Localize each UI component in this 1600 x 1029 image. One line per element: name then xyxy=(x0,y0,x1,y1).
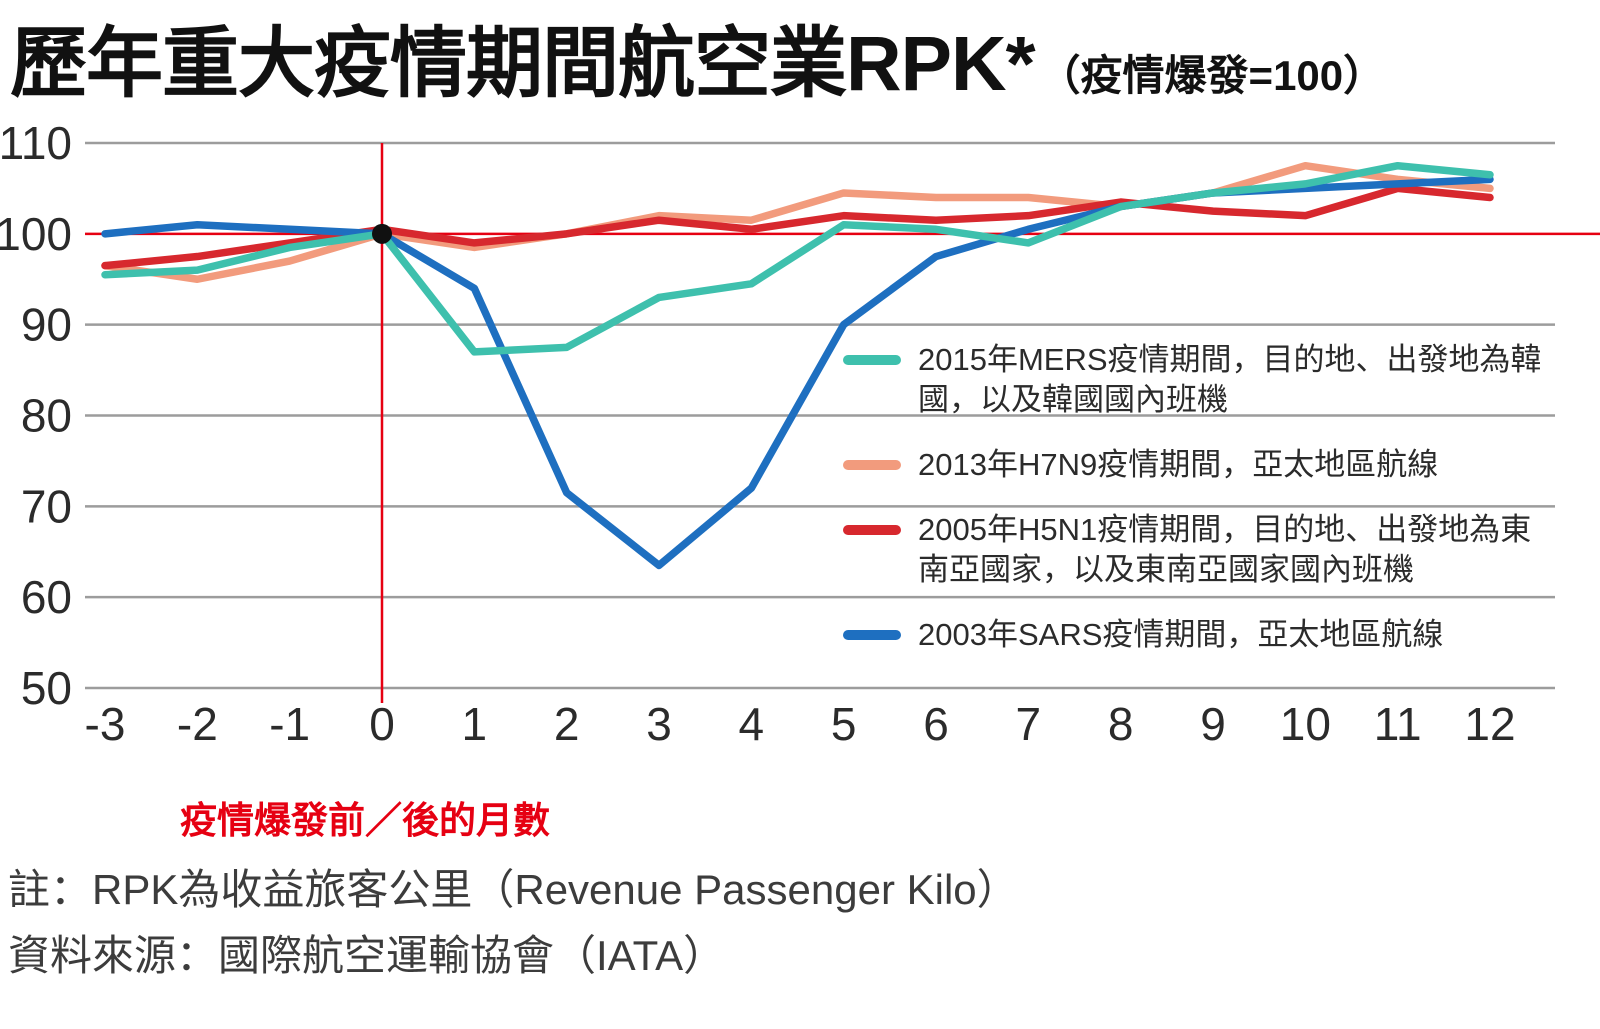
y-tick-label: 80 xyxy=(21,390,72,442)
x-tick-label: 4 xyxy=(739,698,765,750)
source-note: 資料來源：國際航空運輸協會（IATA） xyxy=(8,932,726,979)
y-tick-label: 70 xyxy=(21,480,72,532)
chart-legend: 2015年MERS疫情期間，目的地、出發地為韓國，以及韓國國內班機 2013年H… xyxy=(843,340,1558,655)
legend-label-h7n9: 2013年H7N9疫情期間，亞太地區航線 xyxy=(918,447,1439,482)
outbreak-point-marker xyxy=(372,223,392,244)
x-tick-label: 6 xyxy=(923,698,949,750)
x-tick-label: 7 xyxy=(1016,698,1042,750)
x-tick-label: 9 xyxy=(1200,698,1226,750)
x-tick-label: -1 xyxy=(269,698,310,750)
legend-swatch-h7n9-icon xyxy=(843,460,901,470)
series-line-2015-mers xyxy=(101,161,1494,356)
x-tick-label: 1 xyxy=(462,698,488,750)
y-tick-label: 100 xyxy=(0,208,72,260)
x-tick-label: -2 xyxy=(177,698,218,750)
chart-title: 歷年重大疫情期間航空業RPK* xyxy=(10,21,1036,107)
x-tick-label: 2 xyxy=(554,698,580,750)
legend-item-h7n9-2013: 2013年H7N9疫情期間，亞太地區航線 xyxy=(843,445,1558,485)
x-tick-label: 3 xyxy=(646,698,672,750)
y-tick-label: 50 xyxy=(21,662,72,714)
series-line-2005-h5n1 xyxy=(101,184,1494,270)
x-tick-label: 11 xyxy=(1374,698,1422,750)
x-axis-label: 疫情爆發前／後的月數 xyxy=(180,800,550,841)
y-tick-label: 110 xyxy=(0,118,72,169)
chart-title-suffix: （疫情爆發=100） xyxy=(1038,52,1386,99)
legend-swatch-mers-icon xyxy=(843,355,901,365)
legend-label-h5n1: 2005年H5N1疫情期間，目的地、出發地為東南亞國家，以及東南亞國家國內班機 xyxy=(918,512,1532,587)
y-tick-label: 60 xyxy=(21,571,72,623)
legend-label-mers: 2015年MERS疫情期間，目的地、出發地為韓國，以及韓國國內班機 xyxy=(918,342,1542,417)
x-tick-label: 5 xyxy=(831,698,857,750)
x-tick-label: 10 xyxy=(1280,698,1331,750)
footnote-rpk: 註：RPK為收益旅客公里（Revenue Passenger Kilo） xyxy=(8,866,1019,913)
page-title: 歷年重大疫情期間航空業RPK* （疫情爆發=100） xyxy=(10,2,1385,113)
x-tick-label: 8 xyxy=(1108,698,1134,750)
legend-swatch-sars-icon xyxy=(843,630,901,640)
legend-item-sars-2003: 2003年SARS疫情期間，亞太地區航線 xyxy=(843,615,1558,655)
x-tick-label: 12 xyxy=(1464,698,1515,750)
x-tick-label: 0 xyxy=(369,698,395,750)
y-tick-label: 90 xyxy=(21,299,72,351)
series-line-2013-h7n9 xyxy=(101,161,1494,283)
legend-swatch-h5n1-icon xyxy=(843,525,901,535)
legend-item-h5n1-2005: 2005年H5N1疫情期間，目的地、出發地為東南亞國家，以及東南亞國家國內班機 xyxy=(843,510,1558,590)
legend-label-sars: 2003年SARS疫情期間，亞太地區航線 xyxy=(918,617,1444,652)
legend-item-mers-2015: 2015年MERS疫情期間，目的地、出發地為韓國，以及韓國國內班機 xyxy=(843,340,1558,420)
x-tick-label: -3 xyxy=(85,698,126,750)
